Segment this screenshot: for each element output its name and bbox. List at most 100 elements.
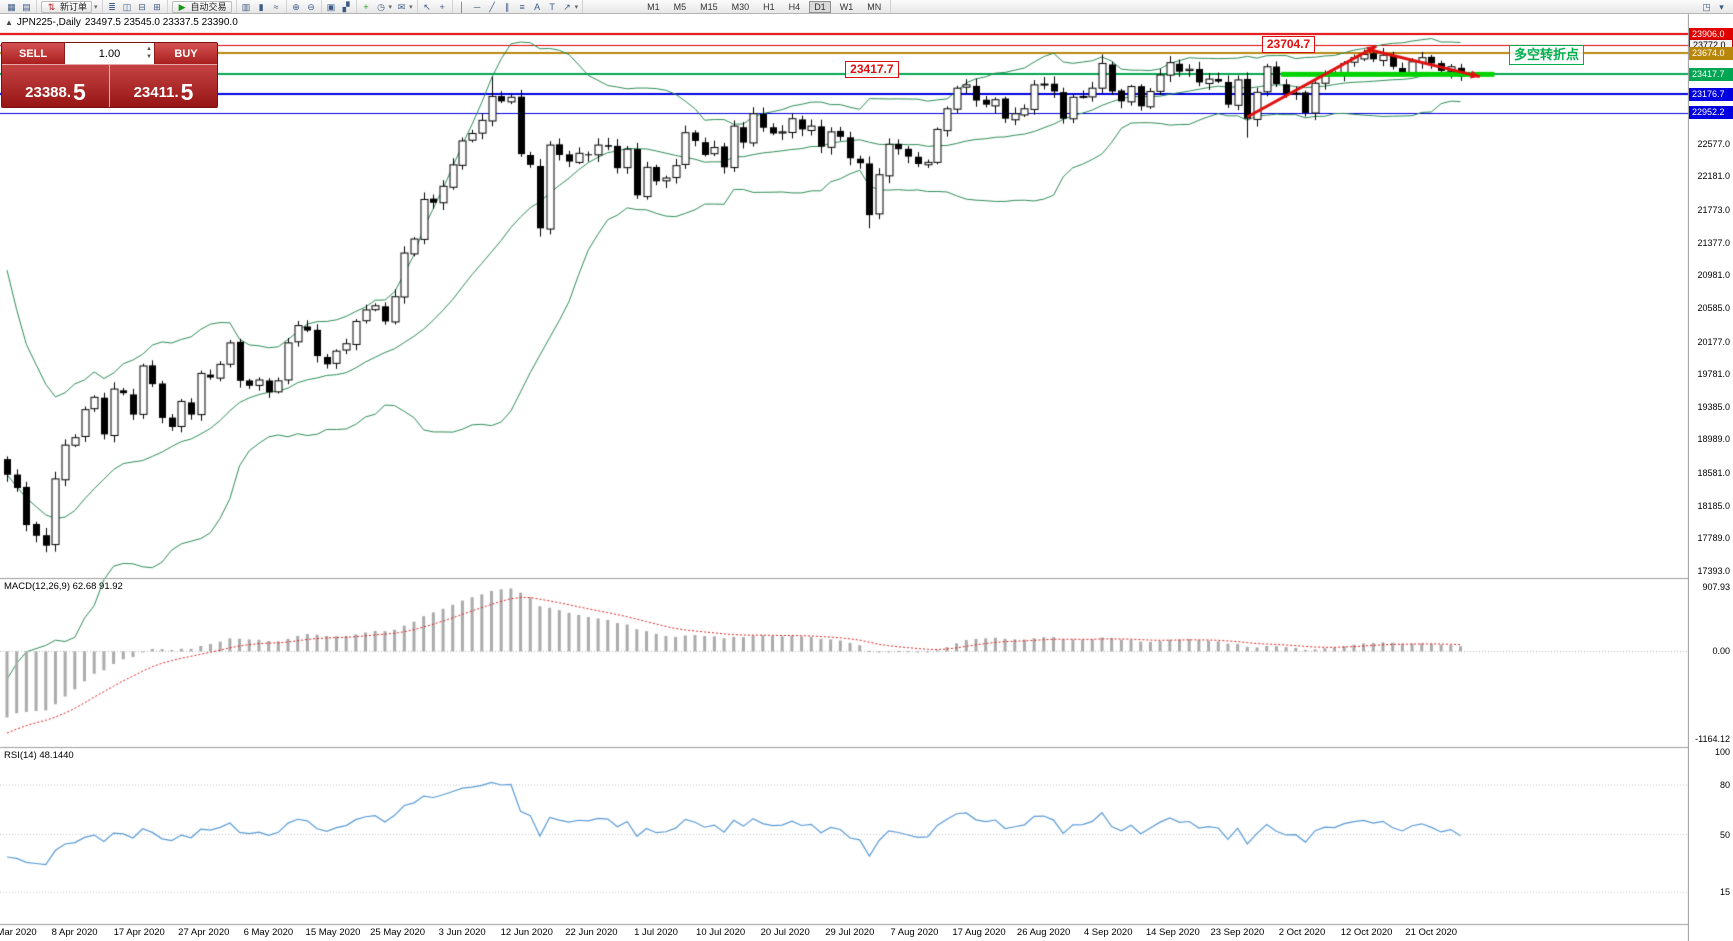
date-label: 14 Sep 2020 — [1145, 927, 1200, 938]
arrows-icon-caret-icon[interactable]: ▾ — [574, 3, 579, 11]
window-restore-icon[interactable]: ◳ — [1702, 1, 1711, 12]
timeframe-w1[interactable]: W1 — [839, 1, 854, 12]
timeframe-mn[interactable]: MN — [867, 1, 882, 12]
rsi-axis-level: 15 — [1719, 887, 1730, 898]
chart-symbol-period: JPN225-,Daily — [16, 17, 81, 28]
date-label: 26 Aug 2020 — [1016, 927, 1071, 938]
price-axis-tick: 19781.0 — [1697, 369, 1730, 380]
fibonacci-icon[interactable]: ≡ — [519, 1, 525, 12]
timeframe-m30[interactable]: M30 — [731, 1, 750, 12]
date-label: 29 Jul 2020 — [825, 927, 875, 938]
price-axis-tick: 18185.0 — [1697, 500, 1730, 511]
new-order-button[interactable]: ⇅ 新订单 — [41, 0, 93, 13]
new-order-button-label: 新订单 — [60, 2, 88, 12]
rsi-axis-level: 50 — [1719, 829, 1730, 840]
volume-up-icon[interactable]: ▲ — [146, 46, 152, 52]
trade-panel-divider — [109, 65, 110, 107]
buy-price[interactable]: 23411. 5 — [110, 65, 217, 107]
chart-title: ▲ JPN225-,Daily 23497.5 23545.0 23337.5 … — [5, 17, 238, 28]
price-axis-tick: 17789.0 — [1697, 533, 1730, 544]
sell-price-big: 5 — [73, 79, 86, 105]
date-label: 30 Mar 2020 — [0, 927, 37, 938]
price-axis-tick: 21773.0 — [1697, 204, 1730, 215]
annotation-price-23417[interactable]: 23417.7 — [845, 61, 899, 79]
rsi-axis-level: 100 — [1714, 747, 1730, 757]
buy-button[interactable]: BUY — [155, 43, 217, 64]
date-label: 20 Jul 2020 — [760, 927, 810, 938]
auto-arrange-icon[interactable]: ▞ — [342, 1, 350, 12]
buy-price-main: 23411. — [133, 84, 179, 101]
sell-price[interactable]: 23388. 5 — [2, 65, 109, 107]
volume-input[interactable]: 1.00 ▲ ▼ — [64, 43, 155, 64]
new-order-button-caret-icon[interactable]: ▾ — [94, 3, 98, 11]
chart-profiles-icon[interactable]: ▤ — [22, 1, 31, 12]
channel-icon[interactable]: ∥ — [504, 1, 510, 12]
date-label: 25 May 2020 — [370, 927, 426, 938]
vertical-line-icon[interactable]: │ — [459, 1, 465, 12]
toolbar-right-group: ◳ ▾ — [1697, 0, 1731, 13]
timeframe-m1[interactable]: M1 — [647, 1, 660, 12]
text-icon[interactable]: A — [534, 1, 541, 12]
toolbar-group: ▣ ▞ — [322, 0, 357, 13]
autotrade-button[interactable]: ▶ 自动交易 — [171, 0, 232, 13]
new-chart-icon[interactable]: ▦ — [7, 1, 16, 12]
volume-value: 1.00 — [98, 47, 121, 60]
annotation-price-23704[interactable]: 23704.7 — [1261, 36, 1316, 54]
timeframe-h1[interactable]: H1 — [763, 1, 775, 12]
horizontal-line-icon[interactable]: ─ — [473, 1, 481, 12]
navigator-icon[interactable]: ⊟ — [138, 1, 146, 12]
annotation-turning-point[interactable]: 多空转折点 — [1508, 45, 1584, 66]
price-axis-tick: 22181.0 — [1697, 171, 1730, 182]
period-icon[interactable]: ◷ — [377, 1, 385, 12]
time-axis[interactable]: 30 Mar 2020 8 Apr 2020 17 Apr 2020 27 Apr 2… — [0, 924, 1688, 941]
toolbar-group: ≣ ◫ ⊟ ⊞ — [103, 0, 168, 13]
terminal-icon[interactable]: ⊞ — [153, 1, 161, 12]
trendline-icon[interactable]: ╱ — [489, 1, 495, 12]
indicators-add-icon[interactable]: + — [363, 1, 369, 12]
timeframe-m5[interactable]: M5 — [673, 1, 687, 12]
window-menu-icon[interactable]: ▾ — [1719, 1, 1724, 12]
price-tag: 23417.7 — [1689, 67, 1733, 81]
candlestick-chart-icon[interactable]: ▮ — [258, 1, 264, 12]
price-axis-tick: 17393.0 — [1697, 565, 1730, 576]
date-label: 10 Jul 2020 — [696, 927, 746, 938]
rsi-indicator-label: RSI(14) 48.1440 — [4, 750, 74, 761]
zoom-in-icon[interactable]: ⊕ — [292, 1, 300, 12]
price-tag: 23906.0 — [1689, 27, 1733, 41]
line-chart-icon[interactable]: ≈ — [273, 1, 279, 12]
arrows-icon[interactable]: ↗ — [563, 1, 571, 12]
date-label: 17 Apr 2020 — [113, 927, 165, 938]
price-axis-tick: 18581.0 — [1697, 468, 1730, 479]
template-icon-caret-icon[interactable]: ▾ — [409, 3, 413, 11]
price-axis-tick: 21377.0 — [1697, 237, 1730, 248]
data-window-icon[interactable]: ◫ — [122, 1, 132, 12]
timeframe-group: M1 M5 M15 M30 H1 H4 D1 W1 MN — [638, 0, 892, 13]
volume-down-icon[interactable]: ▼ — [146, 54, 152, 60]
timeframe-m15[interactable]: M15 — [700, 1, 718, 12]
tile-windows-icon[interactable]: ▣ — [326, 1, 336, 12]
market-watch-icon[interactable]: ≣ — [108, 1, 116, 12]
date-label: 12 Jun 2020 — [500, 927, 553, 938]
price-tag: 23674.0 — [1689, 46, 1733, 60]
timeframe-d1[interactable]: D1 — [809, 0, 831, 13]
date-label: 7 Aug 2020 — [890, 927, 939, 938]
sell-button[interactable]: SELL — [2, 43, 64, 64]
label-icon[interactable]: T — [549, 1, 555, 12]
crosshair-icon[interactable]: + — [439, 1, 445, 12]
timeframe-h4[interactable]: H4 — [788, 1, 801, 12]
buy-price-big: 5 — [180, 79, 194, 105]
zoom-out-icon[interactable]: ⊖ — [307, 1, 315, 12]
cursor-icon[interactable]: ↖ — [423, 1, 431, 12]
period-icon-caret-icon[interactable]: ▾ — [388, 3, 393, 11]
bar-chart-icon[interactable]: ▥ — [241, 1, 251, 12]
price-axis-tick: 20585.0 — [1697, 302, 1730, 313]
one-click-trading-panel: SELL 1.00 ▲ ▼ BUY 23388. 5 23411. 5 — [1, 42, 218, 108]
template-icon[interactable]: ✉ — [397, 1, 406, 12]
date-label: 17 Aug 2020 — [952, 927, 1006, 938]
toolbar-group: ▥ ▮ ≈ — [237, 0, 287, 13]
date-label: 23 Sep 2020 — [1210, 927, 1265, 938]
chart-symbol-icon: ▲ — [5, 18, 13, 27]
price-axis[interactable]: 22577.0 22181.0 21773.0 21377.0 20981.0 20585… — [1689, 0, 1733, 941]
